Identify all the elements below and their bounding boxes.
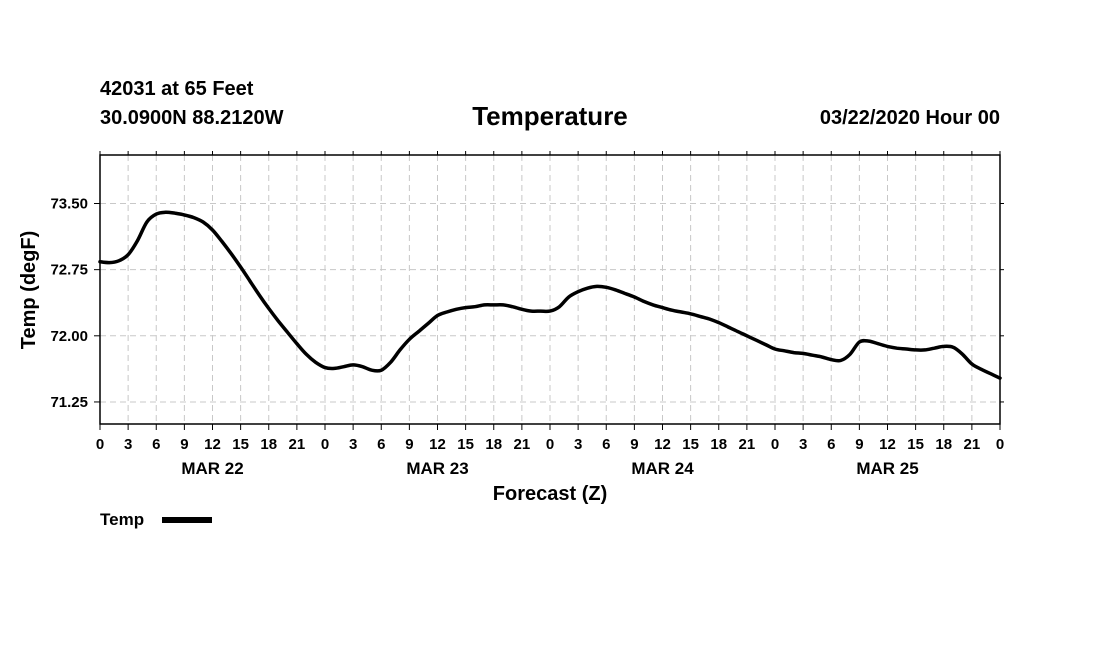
series-line-temp [98, 210, 1002, 380]
x-tick-label: 9 [630, 436, 638, 453]
x-tick-label: 6 [377, 436, 385, 453]
x-tick-label: 21 [964, 436, 981, 453]
location-label: 30.0900N 88.2120W [100, 107, 284, 129]
x-tick-label: 18 [710, 436, 727, 453]
x-tick-label: 9 [180, 436, 188, 453]
y-axis-label: Temp (degF) [18, 231, 40, 350]
x-tick-label: 3 [799, 436, 807, 453]
x-tick-label: 15 [232, 436, 249, 453]
x-tick-label: 0 [96, 436, 104, 453]
x-tick-label: 6 [602, 436, 610, 453]
x-tick-label: 0 [996, 436, 1004, 453]
y-tick-label: 72.75 [50, 262, 88, 279]
day-label: MAR 25 [856, 459, 918, 478]
x-tick-label: 12 [654, 436, 671, 453]
x-tick-label: 15 [907, 436, 924, 453]
x-tick-label: 9 [405, 436, 413, 453]
x-tick-label: 3 [574, 436, 582, 453]
x-tick-label: 21 [739, 436, 756, 453]
legend: Temp [100, 510, 212, 529]
x-tick-label: 21 [289, 436, 306, 453]
y-tick-label: 72.00 [50, 328, 88, 345]
x-tick-label: 12 [204, 436, 221, 453]
day-label: MAR 24 [631, 459, 694, 478]
y-tick-label: 71.25 [50, 394, 88, 411]
x-tick-label: 0 [771, 436, 779, 453]
datetime-label: 03/22/2020 Hour 00 [820, 107, 1000, 129]
x-tick-label: 3 [349, 436, 357, 453]
x-tick-label: 18 [260, 436, 277, 453]
axis-ticks: 0 3 6 9 12 15 18 21 0 3 6 9 12 15 18 21 0 3 6 9 12 15 18 21 0 3 6 9… [50, 151, 1004, 478]
y-tick-label: 73.50 [50, 196, 88, 213]
x-tick-label: 0 [321, 436, 329, 453]
day-label: MAR 22 [181, 459, 243, 478]
x-tick-label: 12 [879, 436, 896, 453]
x-tick-label: 6 [827, 436, 835, 453]
x-tick-label: 3 [124, 436, 132, 453]
x-tick-label: 9 [855, 436, 863, 453]
chart-title: Temperature [472, 101, 628, 131]
legend-label: Temp [100, 510, 144, 529]
x-tick-label: 18 [935, 436, 952, 453]
x-tick-label: 15 [682, 436, 699, 453]
x-tick-label: 15 [457, 436, 474, 453]
x-tick-label: 18 [485, 436, 502, 453]
x-axis-label: Forecast (Z) [493, 483, 607, 505]
grid [100, 155, 1000, 424]
x-tick-label: 0 [546, 436, 554, 453]
station-label: 42031 at 65 Feet [100, 78, 254, 100]
x-tick-label: 6 [152, 436, 160, 453]
x-tick-label: 21 [514, 436, 531, 453]
x-tick-label: 12 [429, 436, 446, 453]
day-label: MAR 23 [406, 459, 468, 478]
